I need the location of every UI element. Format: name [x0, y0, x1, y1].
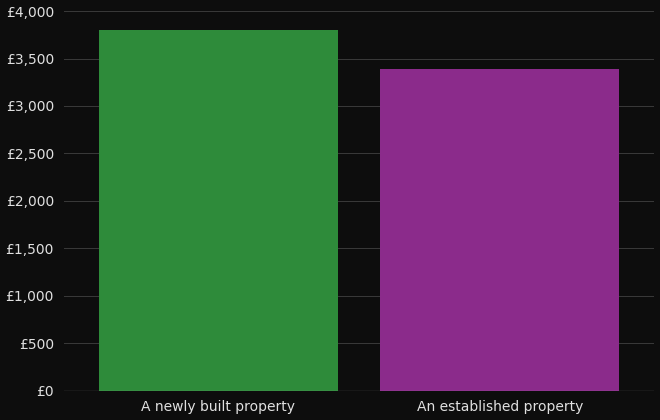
Bar: [99, 30, 338, 391]
Bar: [380, 69, 619, 391]
